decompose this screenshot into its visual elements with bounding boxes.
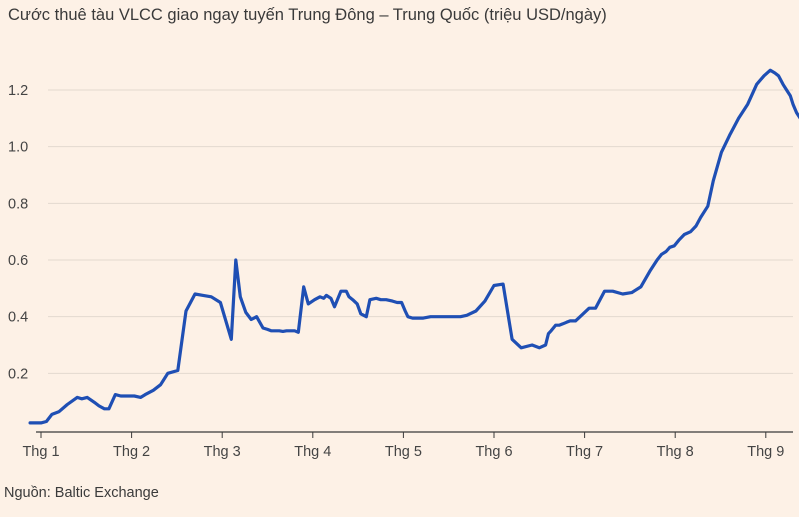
x-tick-label: Thg 6 — [475, 444, 512, 460]
x-tick-label: Thg 4 — [294, 444, 331, 460]
source-note: Nguồn: Baltic Exchange — [4, 485, 159, 501]
y-tick-label: 1.0 — [8, 140, 28, 156]
x-tick-label: Thg 1 — [22, 444, 59, 460]
x-axis-ticks: Thg 1 Thg 2 Thg 3 Thg 4 Thg 5 Thg 6 Thg 7 Thg 8… — [22, 432, 784, 460]
x-tick-label: Thg 8 — [657, 444, 694, 460]
y-tick-label: 1.2 — [8, 83, 28, 99]
y-tick-label: 0.4 — [8, 310, 28, 326]
x-tick-label: Thg 3 — [204, 444, 241, 460]
x-tick-label: Thg 9 — [747, 444, 784, 460]
x-tick-label: Thg 2 — [113, 444, 150, 460]
y-axis-ticks: 0.2 0.4 0.6 0.8 1.0 1.2 — [8, 83, 28, 382]
y-tick-label: 0.6 — [8, 253, 28, 269]
y-tick-label: 0.8 — [8, 196, 28, 212]
x-tick-label: Thg 5 — [385, 444, 422, 460]
x-tick-label: Thg 7 — [566, 444, 603, 460]
series-line — [28, 68, 799, 425]
grid-lines — [48, 89, 793, 374]
chart-title: Cước thuê tàu VLCC giao ngay tuyến Trung… — [8, 6, 607, 24]
y-tick-label: 0.2 — [8, 366, 28, 382]
